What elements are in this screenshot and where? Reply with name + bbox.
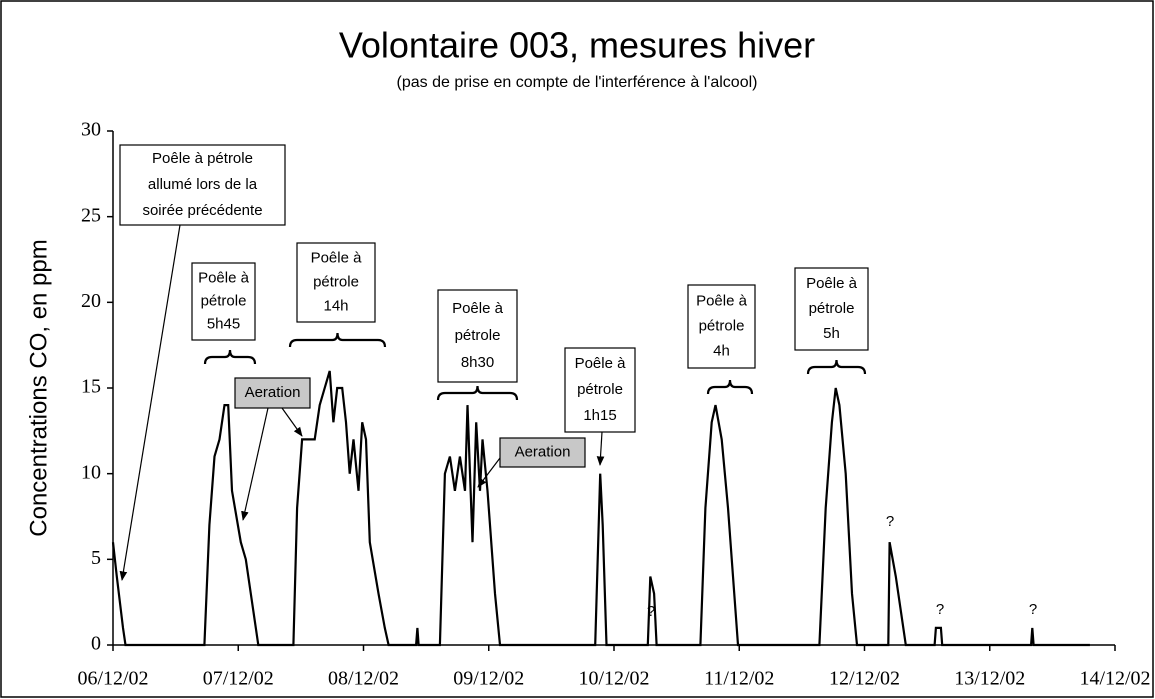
x-tick-label: 10/12/02 [578,668,649,690]
annotation-box [437,289,518,383]
annotation-text: allumé lors de la [148,176,258,193]
annotation-box [234,377,311,409]
annotation-text: 8h30 [461,354,494,371]
brace [436,385,519,401]
annotation-text: Aeration [245,384,301,401]
annotation-text: Poêle à [198,269,250,286]
x-tick-label: 08/12/02 [328,668,399,690]
annotation-text: Poêle à [452,300,504,317]
annotation-box [191,262,256,341]
annotation-box [499,437,586,468]
chart-title: Volontaire 003, mesures hiver [339,25,815,66]
x-tick-label: 07/12/02 [203,668,274,690]
annotation-text: Poêle à [806,275,858,292]
annotation-text: Poêle à [696,292,748,309]
annotation-text: Aeration [515,443,571,460]
y-tick-label: 15 [81,376,101,398]
annotation-text: ? [936,601,944,618]
annotation-arrow [477,457,501,488]
annotation-arrow [119,224,181,581]
annotation-text: 4h [713,342,730,359]
y-tick-label: 10 [81,461,101,483]
chart-subtitle: (pas de prise en compte de l'interférenc… [397,74,758,91]
x-tick-label: 14/12/02 [1079,668,1150,690]
annotation-box [119,144,286,226]
data-line [111,370,1090,647]
annotation-text: pétrole [809,300,855,317]
x-tick-label: 11/12/02 [704,668,774,690]
annotation-box [296,242,376,323]
annotation-box [687,284,756,369]
x-tick-label: 13/12/02 [954,668,1025,690]
brace [203,349,257,365]
annotation-text: ? [886,513,894,530]
annotation-text: Poêle à [575,355,627,372]
annotation-text: Poêle à pétrole [152,150,253,167]
y-axis-label: Concentrations CO, en ppm [25,239,52,536]
annotation-text: 5h [823,325,840,342]
brace [288,332,387,348]
annotation-text: ? [647,603,655,620]
annotation-arrow [281,407,303,437]
annotation-text: 5h45 [207,315,240,332]
annotation-text: pétrole [201,292,247,309]
annotation-text: 1h15 [583,407,616,424]
annotation-box [564,347,636,433]
annotation-text: pétrole [699,317,745,334]
x-tick-label: 09/12/02 [453,668,524,690]
annotation-text: soirée précédente [142,202,262,219]
annotation-text: pétrole [313,273,359,290]
y-tick-label: 0 [91,633,101,655]
annotation-arrow [241,407,269,521]
annotation-arrow [596,431,605,466]
y-tick-label: 25 [81,204,101,226]
annotation-text: pétrole [455,327,501,344]
x-tick-label: 12/12/02 [829,668,900,690]
annotation-box [794,267,869,351]
brace [706,379,754,395]
brace [806,359,867,375]
annotation-text: 14h [323,297,348,314]
annotation-text: pétrole [577,381,623,398]
y-tick-label: 30 [81,119,101,141]
annotation-text: ? [1029,601,1037,618]
annotation-text: Poêle à [311,249,363,266]
y-tick-label: 5 [91,547,101,569]
x-tick-label: 06/12/02 [77,668,148,690]
y-tick-label: 20 [81,290,101,312]
